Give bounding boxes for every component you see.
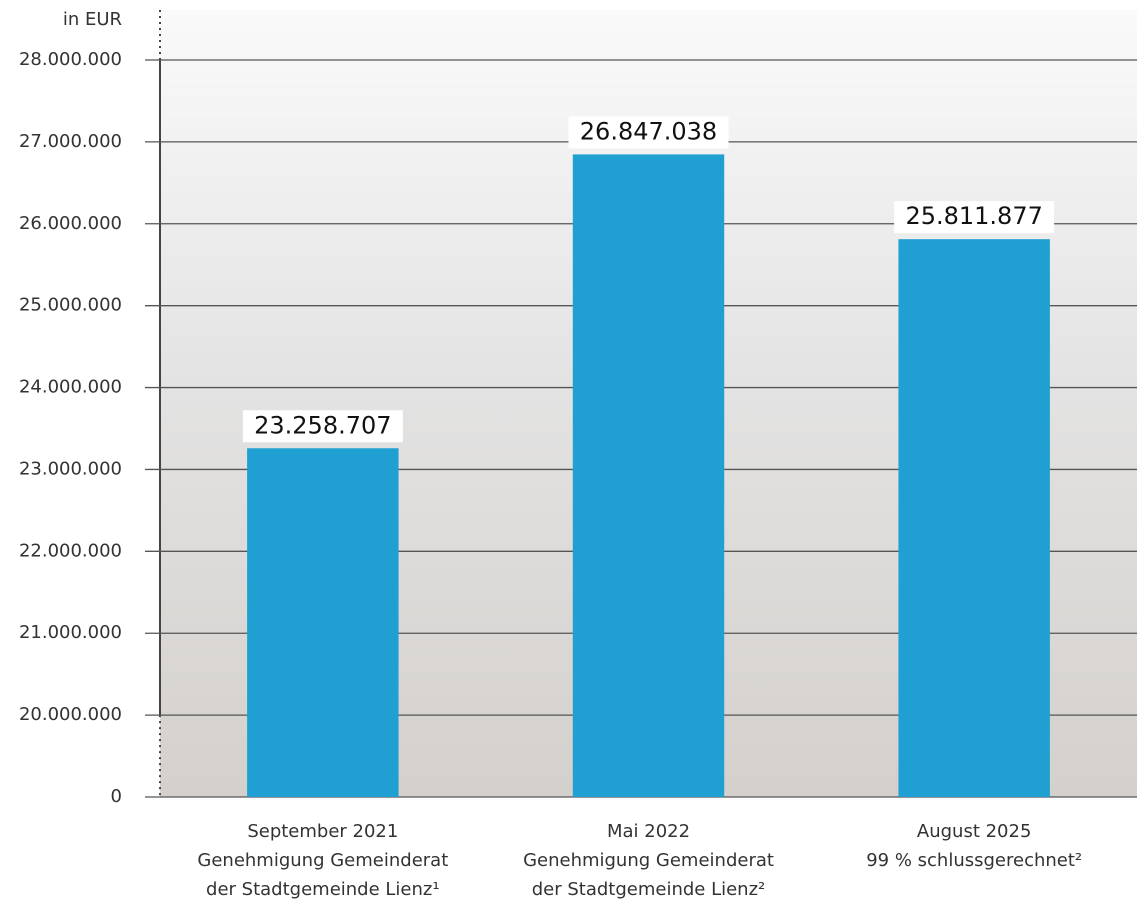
y-axis-unit: in EUR bbox=[63, 9, 122, 30]
x-tick-label: Genehmigung Gemeinderat bbox=[523, 850, 774, 871]
x-tick-label: August 2025 bbox=[917, 821, 1032, 842]
bar bbox=[573, 154, 724, 797]
y-tick-label: 24.000.000 bbox=[19, 377, 122, 398]
y-tick-label: 21.000.000 bbox=[19, 622, 122, 643]
x-tick-label: Genehmigung Gemeinderat bbox=[197, 850, 448, 871]
y-tick-label: 25.000.000 bbox=[19, 295, 122, 316]
value-label: 26.847.038 bbox=[580, 117, 717, 145]
y-tick-label: 20.000.000 bbox=[19, 704, 122, 725]
x-tick-label: der Stadtgemeinde Lienz² bbox=[532, 879, 766, 900]
value-label: 23.258.707 bbox=[254, 411, 391, 439]
y-tick-label: 23.000.000 bbox=[19, 458, 122, 479]
x-tick-label: 99 % schlussgerechnet² bbox=[866, 850, 1082, 871]
bar bbox=[247, 448, 398, 797]
y-tick-label: 27.000.000 bbox=[19, 131, 122, 152]
chart: in EUR 0 20.000.000 21.000.000 22.000.000 23… bbox=[0, 0, 1137, 902]
y-tick-label: 0 bbox=[111, 786, 122, 807]
page: in EUR 0 20.000.000 21.000.000 22.000.000 23… bbox=[0, 0, 1137, 902]
y-tick-label: 28.000.000 bbox=[19, 49, 122, 70]
y-tick-label: 22.000.000 bbox=[19, 540, 122, 561]
x-tick-label: September 2021 bbox=[247, 821, 398, 842]
x-tick-label: der Stadtgemeinde Lienz¹ bbox=[206, 879, 440, 900]
x-tick-label: Mai 2022 bbox=[607, 821, 690, 842]
value-label: 25.811.877 bbox=[905, 202, 1042, 230]
y-tick-label: 26.000.000 bbox=[19, 213, 122, 234]
bar bbox=[898, 239, 1049, 797]
